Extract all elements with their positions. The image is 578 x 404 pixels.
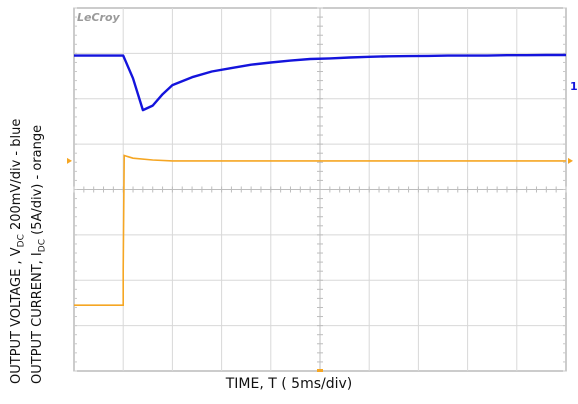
x-axis-label: TIME, T ( 5ms/div) xyxy=(225,376,353,392)
y-current-sub: DC xyxy=(37,239,48,253)
y-voltage-prefix: OUTPUT VOLTAGE , V xyxy=(9,247,24,384)
y-axis-label-voltage: OUTPUT VOLTAGE , VDC 200mV/div - blue xyxy=(9,119,27,384)
graticule xyxy=(73,7,567,372)
current-trace-orange xyxy=(74,154,566,306)
y-current-prefix: OUTPUT CURRENT, I xyxy=(30,252,45,384)
ch1-marker: 1 xyxy=(570,80,578,93)
current-level-marker xyxy=(568,157,573,164)
lecroy-logo: LeCroy xyxy=(77,11,121,24)
voltage-trace-blue xyxy=(74,53,566,112)
y-voltage-sub: DC xyxy=(16,234,27,248)
trigger-marker xyxy=(317,369,323,372)
y-axis-label-current: OUTPUT CURRENT, IDC (5A/div) - orange xyxy=(30,125,48,384)
traces xyxy=(67,53,573,372)
y-current-suffix: (5A/div) - orange xyxy=(30,124,45,240)
y-voltage-suffix: 200mV/div - blue xyxy=(9,118,24,235)
current-level-marker xyxy=(67,157,72,164)
